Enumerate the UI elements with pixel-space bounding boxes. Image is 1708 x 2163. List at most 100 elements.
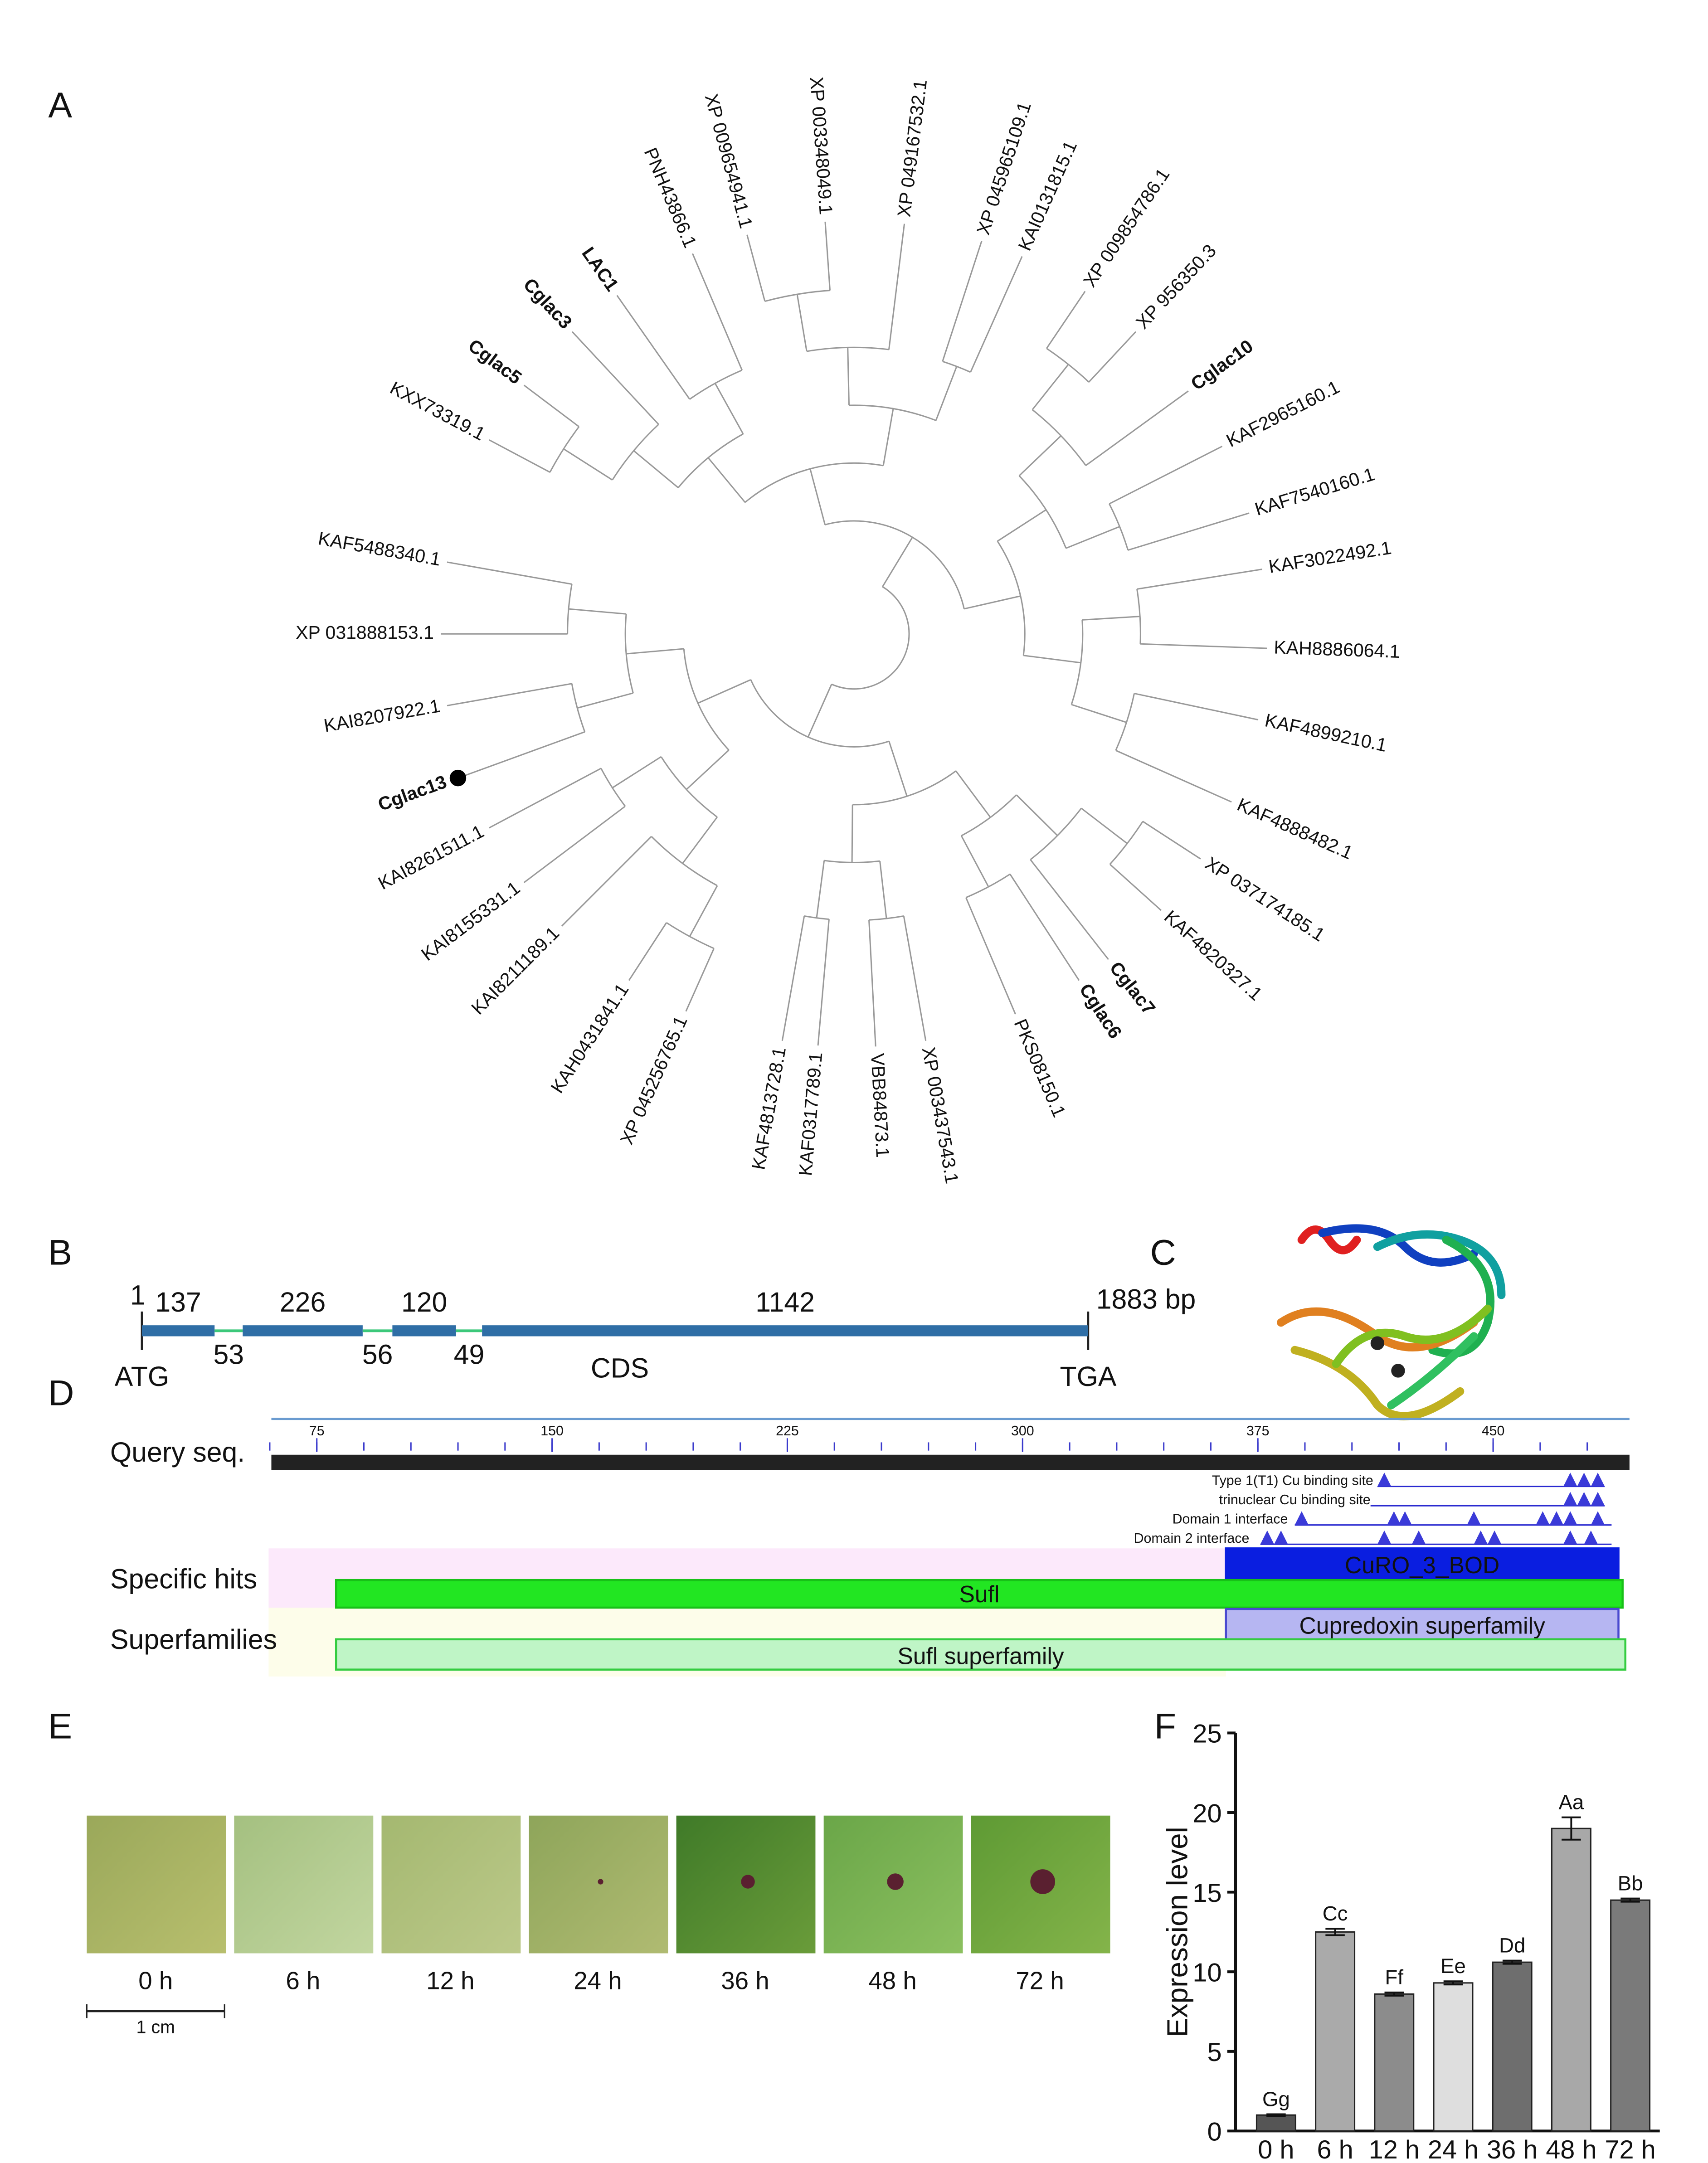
tree-branch bbox=[882, 408, 894, 466]
leaf-label: PNH43866.1 bbox=[640, 145, 701, 251]
tree-branch bbox=[660, 756, 718, 818]
intron-length: 56 bbox=[362, 1339, 393, 1370]
exon-length: 226 bbox=[280, 1287, 326, 1317]
hits-label: Specific hits bbox=[110, 1563, 257, 1594]
domain-box bbox=[335, 1579, 1624, 1609]
tree-branch bbox=[689, 885, 718, 937]
x-tick-label: 72 h bbox=[1605, 2135, 1655, 2163]
tree-branch bbox=[942, 240, 983, 362]
tree-branch bbox=[1080, 807, 1128, 844]
significance-label: Gg bbox=[1262, 2087, 1290, 2110]
intron-length: 49 bbox=[454, 1339, 485, 1370]
ruler-label: 150 bbox=[540, 1424, 564, 1439]
tree-branch bbox=[714, 383, 744, 434]
query-bar bbox=[271, 1454, 1630, 1470]
ruler-label: 75 bbox=[309, 1424, 325, 1439]
leaf-label: KAF3022492.1 bbox=[1267, 537, 1393, 577]
feature-label: trinuclear Cu binding site bbox=[1219, 1492, 1371, 1507]
ruler-label: 375 bbox=[1246, 1424, 1270, 1439]
tree-branch bbox=[831, 586, 910, 690]
feature-site bbox=[1591, 1492, 1605, 1506]
tree-branch bbox=[1109, 821, 1144, 865]
leaf-label: Cglac5 bbox=[464, 335, 526, 389]
feature-site bbox=[1474, 1530, 1488, 1545]
tree-branch bbox=[1142, 821, 1201, 860]
tree-branch bbox=[577, 692, 633, 709]
tree-branch bbox=[628, 922, 667, 981]
leaf-label: PKS08150.1 bbox=[1010, 1016, 1070, 1120]
leaf-image bbox=[87, 1815, 226, 1954]
tree-branch bbox=[1109, 864, 1162, 911]
ruler-label: 225 bbox=[776, 1424, 799, 1439]
lesion bbox=[598, 1879, 603, 1885]
ruler-label: 450 bbox=[1482, 1424, 1505, 1439]
leaf-label: LAC1 bbox=[578, 243, 623, 295]
tree-branch bbox=[824, 221, 831, 291]
leaf-label: XP 009854786.1 bbox=[1079, 165, 1174, 291]
tree-branch bbox=[447, 683, 572, 706]
tree-branch bbox=[955, 770, 991, 818]
domain-label: Sufl bbox=[959, 1581, 999, 1607]
tree-branch bbox=[1018, 435, 1062, 476]
bar bbox=[1551, 1828, 1591, 2132]
tree-branch bbox=[807, 684, 832, 738]
tree-branch bbox=[879, 861, 887, 919]
leaf-image bbox=[529, 1815, 668, 1954]
exon bbox=[482, 1325, 1088, 1337]
cds-label: CDS bbox=[591, 1353, 649, 1384]
feature-label: Domain 2 interface bbox=[1134, 1531, 1250, 1546]
leaf-label: KAI8261511.1 bbox=[375, 821, 487, 894]
significance-label: Cc bbox=[1323, 1902, 1348, 1925]
tree-branch bbox=[1071, 704, 1127, 723]
lesion bbox=[741, 1875, 755, 1889]
leaf-label: KAF7540160.1 bbox=[1252, 463, 1377, 520]
tree-branch bbox=[816, 860, 825, 918]
superfamilies-label: Superfamilies bbox=[110, 1624, 277, 1655]
domain-box bbox=[1225, 1608, 1620, 1641]
feature-site bbox=[1377, 1530, 1392, 1545]
tree-branch bbox=[616, 295, 691, 400]
tree-branch bbox=[686, 749, 730, 790]
feature-site bbox=[1563, 1492, 1577, 1506]
tree-branch bbox=[612, 423, 659, 481]
leaf-marker bbox=[449, 769, 467, 787]
feature-site bbox=[1387, 1511, 1401, 1525]
bar bbox=[1374, 1993, 1415, 2132]
leaf-label: XP 045965109.1 bbox=[973, 99, 1035, 237]
time-label: 24 h bbox=[574, 1966, 622, 1994]
feature-site bbox=[1536, 1511, 1550, 1525]
panel-label: F bbox=[1154, 1706, 1176, 1746]
feature-label: Type 1(T1) Cu binding site bbox=[1212, 1473, 1373, 1488]
significance-label: Aa bbox=[1559, 1790, 1584, 1813]
tree-branch bbox=[847, 347, 850, 406]
feature-site bbox=[1563, 1511, 1577, 1525]
tree-branch bbox=[1082, 616, 1140, 621]
scale-label: 1 cm bbox=[136, 2017, 175, 2037]
x-tick-label: 36 h bbox=[1487, 2135, 1538, 2163]
tree-branch bbox=[1032, 364, 1069, 410]
tree-branch bbox=[685, 948, 715, 1012]
domain-box bbox=[1225, 1547, 1620, 1580]
y-tick-label: 25 bbox=[1192, 1720, 1221, 1749]
y-axis-title: Expression level bbox=[1161, 1827, 1194, 2037]
tree-branch bbox=[1023, 655, 1081, 664]
feature-site bbox=[1584, 1530, 1598, 1545]
y-tick-label: 0 bbox=[1207, 2118, 1222, 2147]
tree-branch bbox=[970, 256, 1023, 373]
tree-branch bbox=[1030, 859, 1109, 960]
feature-site bbox=[1563, 1530, 1577, 1545]
tree-branch bbox=[935, 366, 958, 421]
feature-site bbox=[1591, 1511, 1605, 1525]
leaf-label: KXX73319.1 bbox=[387, 377, 489, 445]
domain-label: Sufl superfamily bbox=[897, 1643, 1064, 1669]
exon-length: 137 bbox=[155, 1287, 201, 1317]
error-bar bbox=[1443, 1980, 1463, 1986]
x-tick-label: 6 h bbox=[1317, 2135, 1353, 2163]
feature-site bbox=[1411, 1530, 1426, 1545]
stop-codon: TGA bbox=[1060, 1361, 1116, 1392]
tree-branch bbox=[567, 584, 573, 634]
tree-branch bbox=[626, 648, 684, 655]
bar bbox=[1255, 2114, 1296, 2132]
feature-site bbox=[1487, 1530, 1502, 1545]
x-tick-label: 48 h bbox=[1546, 2135, 1596, 2163]
